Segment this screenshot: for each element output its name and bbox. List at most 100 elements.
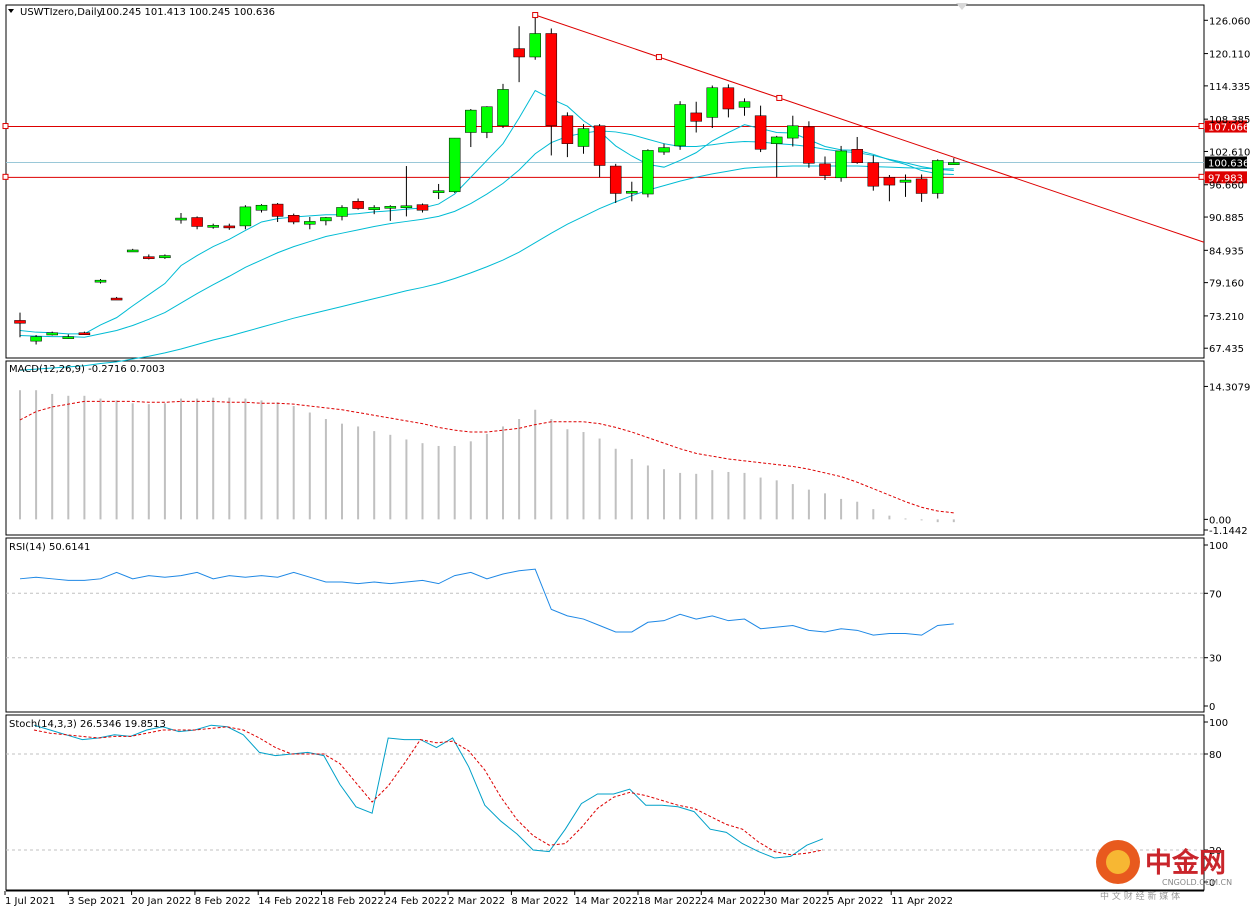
candle [239,205,252,230]
macd-histogram-bar [308,412,311,520]
candle-body [110,297,123,301]
candle [561,112,574,158]
date-tick-label: 8 Mar 2022 [511,896,568,907]
date-tick-label: 5 Apr 2022 [828,896,883,907]
trendline[interactable] [532,12,1205,243]
candle-body [126,249,139,253]
date-tick-label: 11 Apr 2022 [891,896,953,907]
logo-inner-icon [1106,850,1130,874]
macd-histogram-bar [598,438,601,520]
macd-histogram-bar [260,400,263,520]
candle-body [255,204,268,211]
rsi-panel [6,568,1204,659]
trendline-handle-icon[interactable] [776,94,783,101]
candle-body [368,207,380,210]
macd-histogram-bar [35,390,38,520]
candle-body [835,150,847,179]
dropdown-arrow-icon[interactable] [8,9,14,13]
candle-body [819,163,831,176]
macd-signal-line [19,400,954,514]
candle [529,16,541,60]
rsi-line [19,568,954,636]
price-tick-label: 67.435 [1209,344,1244,355]
candle [384,205,397,221]
macd-histogram-bar [324,419,327,520]
level-handle-icon[interactable] [1198,123,1205,130]
candle-body [626,190,638,194]
candle-body [271,203,284,217]
level-handle-icon[interactable] [2,173,9,180]
candle [46,331,58,336]
trendline-segment[interactable] [535,14,1205,243]
price-tick-label: 120.110 [1209,50,1250,61]
candle-body [738,101,751,108]
candle-body [948,162,960,165]
candle [803,121,815,168]
panel-frame-0 [5,4,1205,359]
candle [126,248,139,253]
candle-body [722,87,735,110]
macd-histogram-bar [244,398,247,520]
rsi-title: RSI(14) 50.6141 [9,542,90,553]
stoch-tick-label: 0 [1209,878,1215,889]
candle [609,163,622,203]
date-tick-label: 3 Sep 2021 [68,896,125,907]
panel-frame-2 [5,537,1205,713]
candle [835,145,847,182]
price-tick-label: 90.885 [1209,213,1244,224]
macd-histogram-bar [83,395,86,520]
candle [271,202,284,222]
macd-histogram-bar [292,406,295,520]
candle [867,155,880,191]
candle [642,149,654,198]
macd-histogram-bar [920,519,923,521]
candle-body [159,255,171,259]
price-tick-label: 114.335 [1209,82,1250,93]
stoch-tick-label: 100 [1209,718,1228,729]
stoch-tick-label: 80 [1209,750,1222,761]
rsi-tick-label: 70 [1209,589,1222,600]
date-tick-label: 14 Feb 2022 [258,896,320,907]
candle-body [14,320,26,324]
price-tick-label: 126.060 [1209,16,1250,27]
macd-histogram-bar [453,445,456,520]
candle [819,156,831,181]
trendline-handle-icon[interactable] [532,12,539,19]
level-handle-icon[interactable] [2,123,9,130]
candle-body [239,206,252,227]
watermark-domain: CNGOLD.COM.CN [1162,878,1232,887]
level-handle-icon[interactable] [1198,173,1205,180]
candle [78,331,91,335]
stochastic-panel [6,724,1204,859]
candle-body [223,225,236,229]
candle-body [867,162,880,187]
trendline-handle-icon[interactable] [655,54,662,61]
macd-histogram-bar [743,472,746,520]
macd-histogram-bar [791,484,794,520]
watermark-slogan: 中 文 财 经 新 媒 体 [1100,890,1180,902]
macd-histogram-bar [936,519,939,523]
macd-histogram-bar [99,398,102,520]
price-tick-label: 108.385 [1209,115,1250,126]
candle [754,105,767,153]
candle-body [78,332,91,335]
candle-body [529,33,541,58]
candle [400,166,413,217]
macd-tick-label: 14.3079 [1209,382,1250,393]
macd-histogram-bar [630,458,633,520]
candlesticks [14,16,960,345]
panel-frame-3 [5,714,1205,891]
candle-body [915,178,928,194]
stoch-title: Stoch(14,3,3) 26.5346 19.8513 [9,719,166,730]
candle [915,174,928,202]
macd-histogram-bar [115,400,118,520]
macd-histogram-bar [389,434,392,520]
symbol-period: USWTIzero,Daily [20,7,103,18]
candle [352,198,364,210]
macd-histogram-bar [341,423,343,520]
panel-frame-1 [5,360,1205,536]
candle-body [465,109,477,133]
scroll-marker-icon[interactable] [956,3,968,10]
candle-body [416,204,429,211]
